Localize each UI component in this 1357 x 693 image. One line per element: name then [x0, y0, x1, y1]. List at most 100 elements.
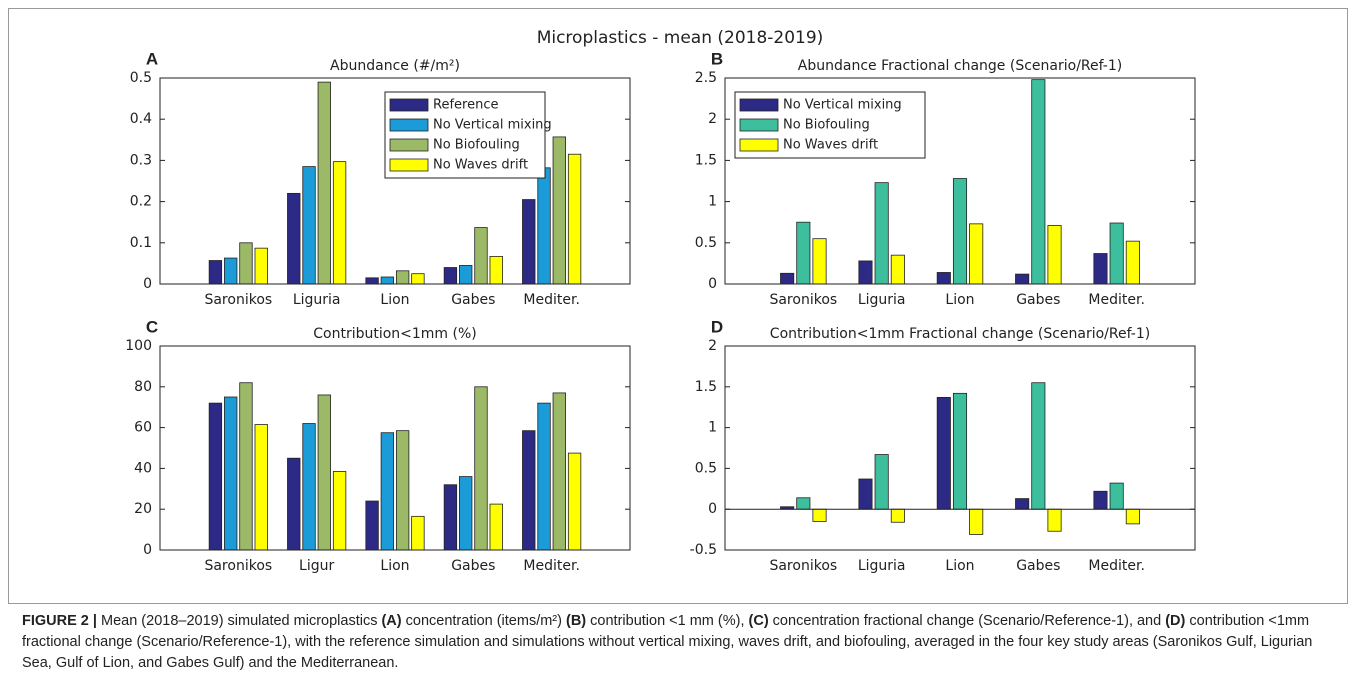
bar — [254, 247, 268, 285]
bar — [796, 221, 811, 285]
bar — [239, 242, 253, 285]
bar — [1125, 508, 1140, 525]
chart-title: Abundance Fractional change (Scenario/Re… — [798, 58, 1122, 74]
legend-label: No Vertical mixing — [433, 118, 552, 133]
bar — [287, 192, 301, 285]
panel-label: D — [711, 317, 723, 336]
caption-bold: (D) — [1165, 613, 1186, 629]
bar — [552, 392, 566, 551]
caption-bold: (B) — [566, 613, 587, 629]
caption-text: contribution <1 mm (%), — [586, 613, 749, 629]
y-tick-label: 0.3 — [130, 152, 152, 168]
x-tick-label: Saronikos — [204, 292, 272, 308]
bar — [1109, 482, 1124, 510]
figure-title: Microplastics - mean (2018-2019) — [537, 28, 824, 48]
y-tick-label: 1.5 — [695, 152, 717, 168]
bar — [812, 238, 827, 285]
bar — [522, 199, 536, 285]
y-tick-label: 0.5 — [695, 235, 717, 251]
y-tick-label: 60 — [134, 420, 152, 436]
legend-label: No Biofouling — [783, 118, 870, 133]
bar — [474, 386, 488, 551]
axes-box — [159, 345, 631, 551]
y-tick-label: 80 — [134, 379, 152, 395]
y-tick-label: 1 — [708, 420, 717, 436]
bar — [537, 402, 551, 551]
x-tick-label: Gabes — [1016, 292, 1060, 308]
caption-text: concentration fractional change (Scenari… — [768, 613, 1166, 629]
x-tick-label: Saronikos — [769, 292, 837, 308]
bar — [489, 503, 503, 551]
bar — [395, 430, 410, 551]
bar — [552, 136, 566, 285]
bar — [254, 424, 268, 551]
bar — [780, 272, 795, 285]
legend-label: No Waves drift — [433, 158, 528, 173]
bar — [890, 254, 905, 285]
bar — [380, 276, 395, 285]
legend-label: Reference — [433, 98, 498, 113]
x-tick-label: Lion — [380, 558, 409, 574]
legend-label: No Biofouling — [433, 138, 520, 153]
bar — [411, 515, 425, 551]
bar — [1031, 382, 1046, 510]
legend-swatch — [389, 158, 429, 172]
axes-box — [159, 77, 631, 285]
y-tick-label: 0 — [708, 276, 717, 292]
legend-label: No Waves drift — [783, 138, 878, 153]
bar — [443, 267, 458, 285]
y-tick-label: 1.5 — [695, 379, 717, 395]
caption-text: Mean (2018–2019) simulated microplastics — [96, 613, 382, 629]
bar — [224, 396, 238, 551]
bar — [208, 402, 223, 551]
bar — [317, 394, 331, 551]
bar — [443, 484, 458, 551]
bar — [208, 260, 223, 285]
y-tick-label: 0 — [143, 276, 152, 292]
x-tick-label: Ligur — [299, 558, 334, 574]
x-tick-label: Saronikos — [204, 558, 272, 574]
bar — [302, 423, 316, 551]
bar — [474, 227, 488, 285]
x-tick-label: Lion — [380, 292, 409, 308]
caption-text: contribution <1mm fractional change (Sce… — [22, 613, 1313, 671]
bar — [1109, 222, 1124, 285]
bar — [1047, 508, 1062, 532]
bar — [890, 508, 905, 523]
y-tick-label: 0.5 — [695, 460, 717, 476]
x-tick-label: Liguria — [858, 292, 906, 308]
caption-bold: FIGURE 2 | — [22, 613, 97, 629]
axes-box — [724, 77, 1196, 285]
chart-title: Contribution<1mm Fractional change (Scen… — [770, 326, 1150, 342]
figure-frame — [8, 8, 1348, 604]
bar — [952, 178, 968, 285]
legend-swatch — [739, 118, 779, 132]
x-tick-label: Mediter. — [523, 558, 580, 574]
bar — [1093, 490, 1108, 510]
y-tick-label: -0.5 — [690, 542, 717, 558]
chart-title: Contribution<1mm (%) — [313, 326, 477, 342]
y-tick-label: 0.2 — [130, 194, 152, 210]
bar — [812, 508, 827, 522]
y-tick-label: 2 — [708, 111, 717, 127]
caption-bold: (C) — [748, 613, 769, 629]
bar — [936, 272, 951, 285]
bar — [459, 476, 473, 551]
bar — [332, 161, 347, 285]
x-tick-label: Mediter. — [1088, 292, 1145, 308]
x-tick-label: Mediter. — [1088, 558, 1145, 574]
legend-swatch — [389, 138, 429, 152]
bar — [459, 265, 473, 285]
bar — [332, 471, 347, 551]
bar — [287, 457, 301, 551]
y-tick-label: 0.5 — [130, 70, 152, 86]
bar — [537, 167, 551, 285]
x-tick-label: Lion — [945, 558, 974, 574]
x-tick-label: Gabes — [1016, 558, 1060, 574]
bar — [858, 260, 873, 285]
bar — [317, 81, 331, 285]
x-tick-label: Liguria — [293, 292, 341, 308]
y-tick-label: 1 — [708, 194, 717, 210]
bar — [796, 497, 811, 510]
